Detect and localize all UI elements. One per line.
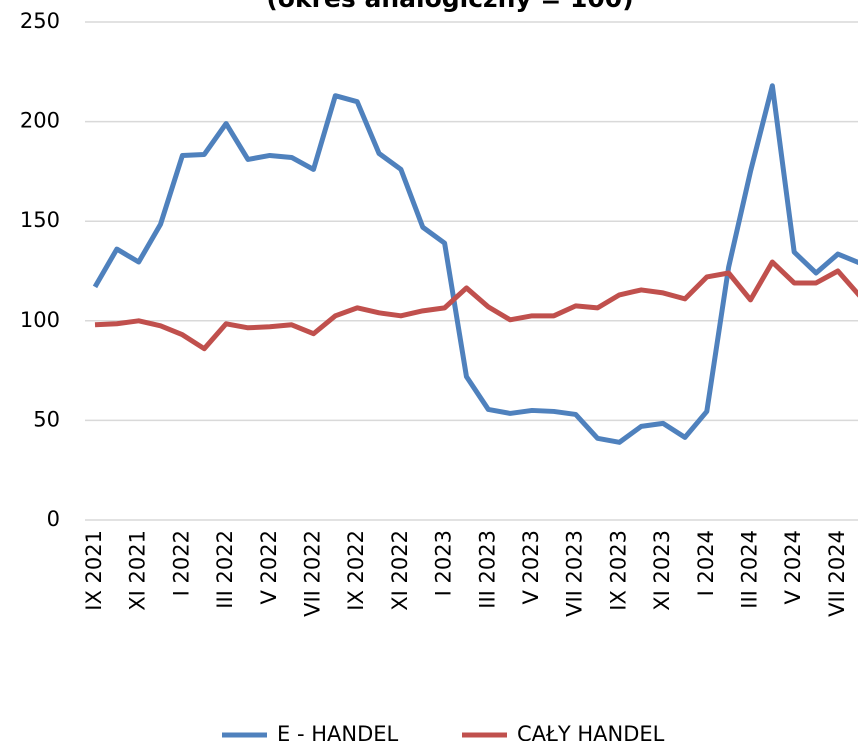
x-tick-label: XI 2023 [650, 530, 674, 611]
chart-title: (okres analogiczny = 100) [266, 0, 633, 13]
series-line [92, 83, 858, 445]
x-tick-label: I 2023 [432, 530, 456, 596]
legend-label: CAŁY HANDEL [517, 722, 665, 741]
x-tick-label: V 2023 [519, 530, 543, 604]
x-tick-label: VII 2024 [825, 530, 849, 617]
y-tick-label: 100 [20, 308, 60, 332]
y-tick-label: 0 [47, 507, 60, 531]
y-tick-label: 150 [20, 208, 60, 232]
x-tick-label: V 2024 [781, 530, 805, 604]
x-tick-label: VII 2023 [563, 530, 587, 617]
y-tick-label: 250 [20, 9, 60, 33]
x-tick-label: V 2022 [257, 530, 281, 604]
x-tick-label: IX 2023 [606, 530, 630, 611]
x-tick-label: IX 2022 [344, 530, 368, 611]
x-tick-label: III 2022 [213, 530, 237, 609]
x-tick-label: I 2024 [694, 530, 718, 596]
x-tick-label: VII 2022 [301, 530, 325, 617]
x-tick-label: III 2023 [475, 530, 499, 609]
x-tick-label: III 2024 [738, 530, 762, 609]
y-tick-label: 200 [20, 109, 60, 133]
x-tick-label: XI 2021 [126, 530, 150, 611]
legend-label: E - HANDEL [277, 722, 399, 741]
x-tick-label: I 2022 [169, 530, 193, 596]
y-tick-label: 50 [33, 407, 60, 431]
x-tick-label: IX 2021 [82, 530, 106, 611]
series-line [94, 259, 858, 352]
x-tick-label: XI 2022 [388, 530, 412, 611]
